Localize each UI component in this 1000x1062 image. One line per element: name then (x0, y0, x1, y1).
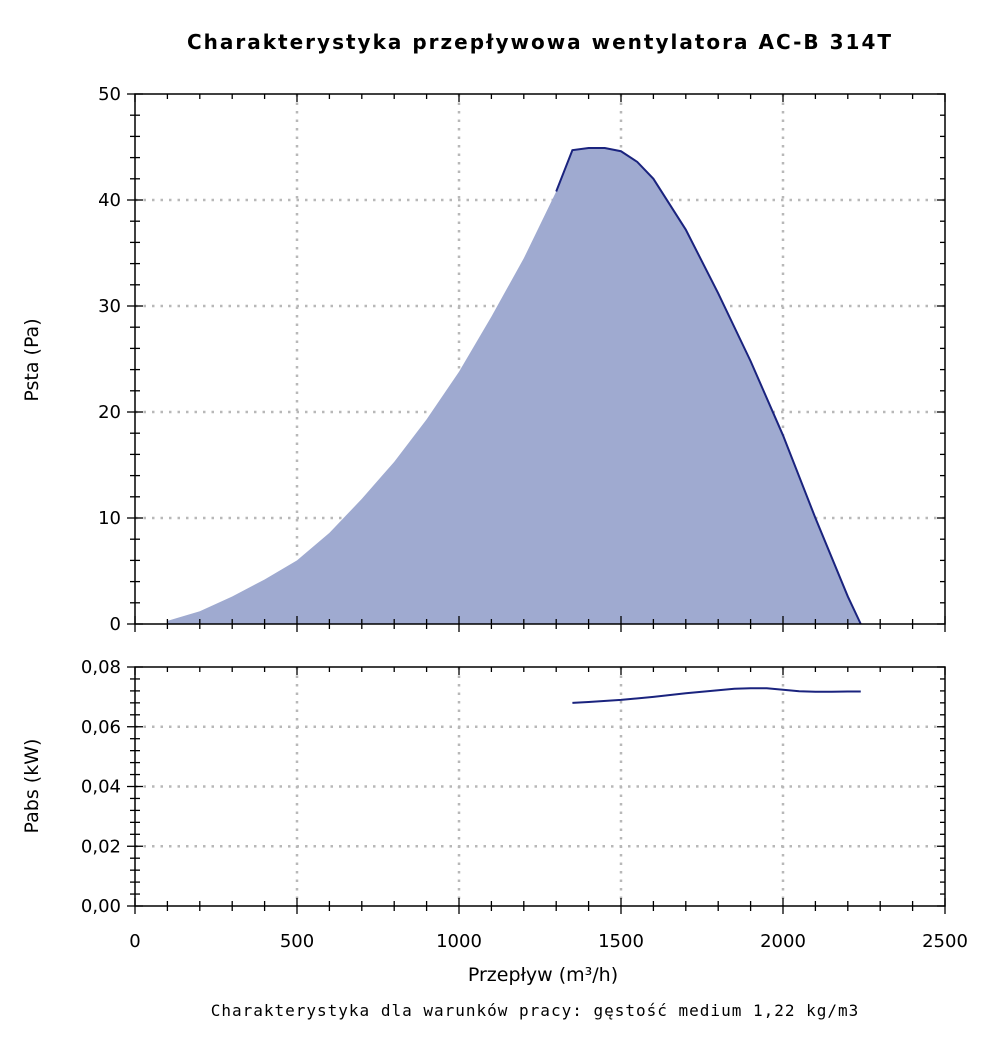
pressure-area-fill (167, 148, 861, 624)
power-y-tick-label: 0,06 (81, 717, 121, 738)
power-x-tick-label: 500 (280, 931, 314, 952)
pressure-plot-frame (134, 93, 946, 625)
chart-title: Charakterystyka przepływowa wentylatora … (187, 30, 893, 54)
power-x-tick-label: 2500 (922, 931, 968, 952)
power-x-tick-label: 1500 (598, 931, 644, 952)
power-y-tick-label: 0,00 (81, 896, 121, 917)
power-plot-area (135, 667, 945, 906)
power-x-tick-label: 2000 (760, 931, 806, 952)
pressure-y-tick-label: 10 (98, 508, 121, 529)
power-panel: 0,00 0,02 0,04 0,06 0,08 0 500 1000 1500 2000 2500 (81, 657, 968, 952)
pressure-y-tick-label: 0 (110, 614, 121, 635)
pressure-y-tick-label: 30 (98, 296, 121, 317)
power-plot-frame (134, 666, 946, 907)
footnote: Charakterystyka dla warunków pracy: gęst… (211, 1001, 860, 1020)
power-y-tick-label: 0,08 (81, 657, 121, 678)
power-y-tick-label: 0,02 (81, 836, 121, 857)
power-x-tick-label: 0 (129, 931, 140, 952)
power-x-tick-label: 1000 (436, 931, 482, 952)
y-axis-label-pressure: Psta (Pa) (21, 318, 43, 401)
power-y-tick-label: 0,04 (81, 777, 121, 798)
pressure-panel: 0 10 20 30 40 50 (98, 84, 946, 635)
y-axis-label-power: Pabs (kW) (21, 739, 43, 834)
power-series-line (572, 687, 861, 704)
pressure-y-tick-label: 40 (98, 190, 121, 211)
pressure-y-tick-label: 20 (98, 402, 121, 423)
pressure-y-tick-label: 50 (98, 84, 121, 105)
pressure-series-line (555, 147, 862, 625)
x-axis-label: Przepływ (m³/h) (468, 964, 618, 986)
